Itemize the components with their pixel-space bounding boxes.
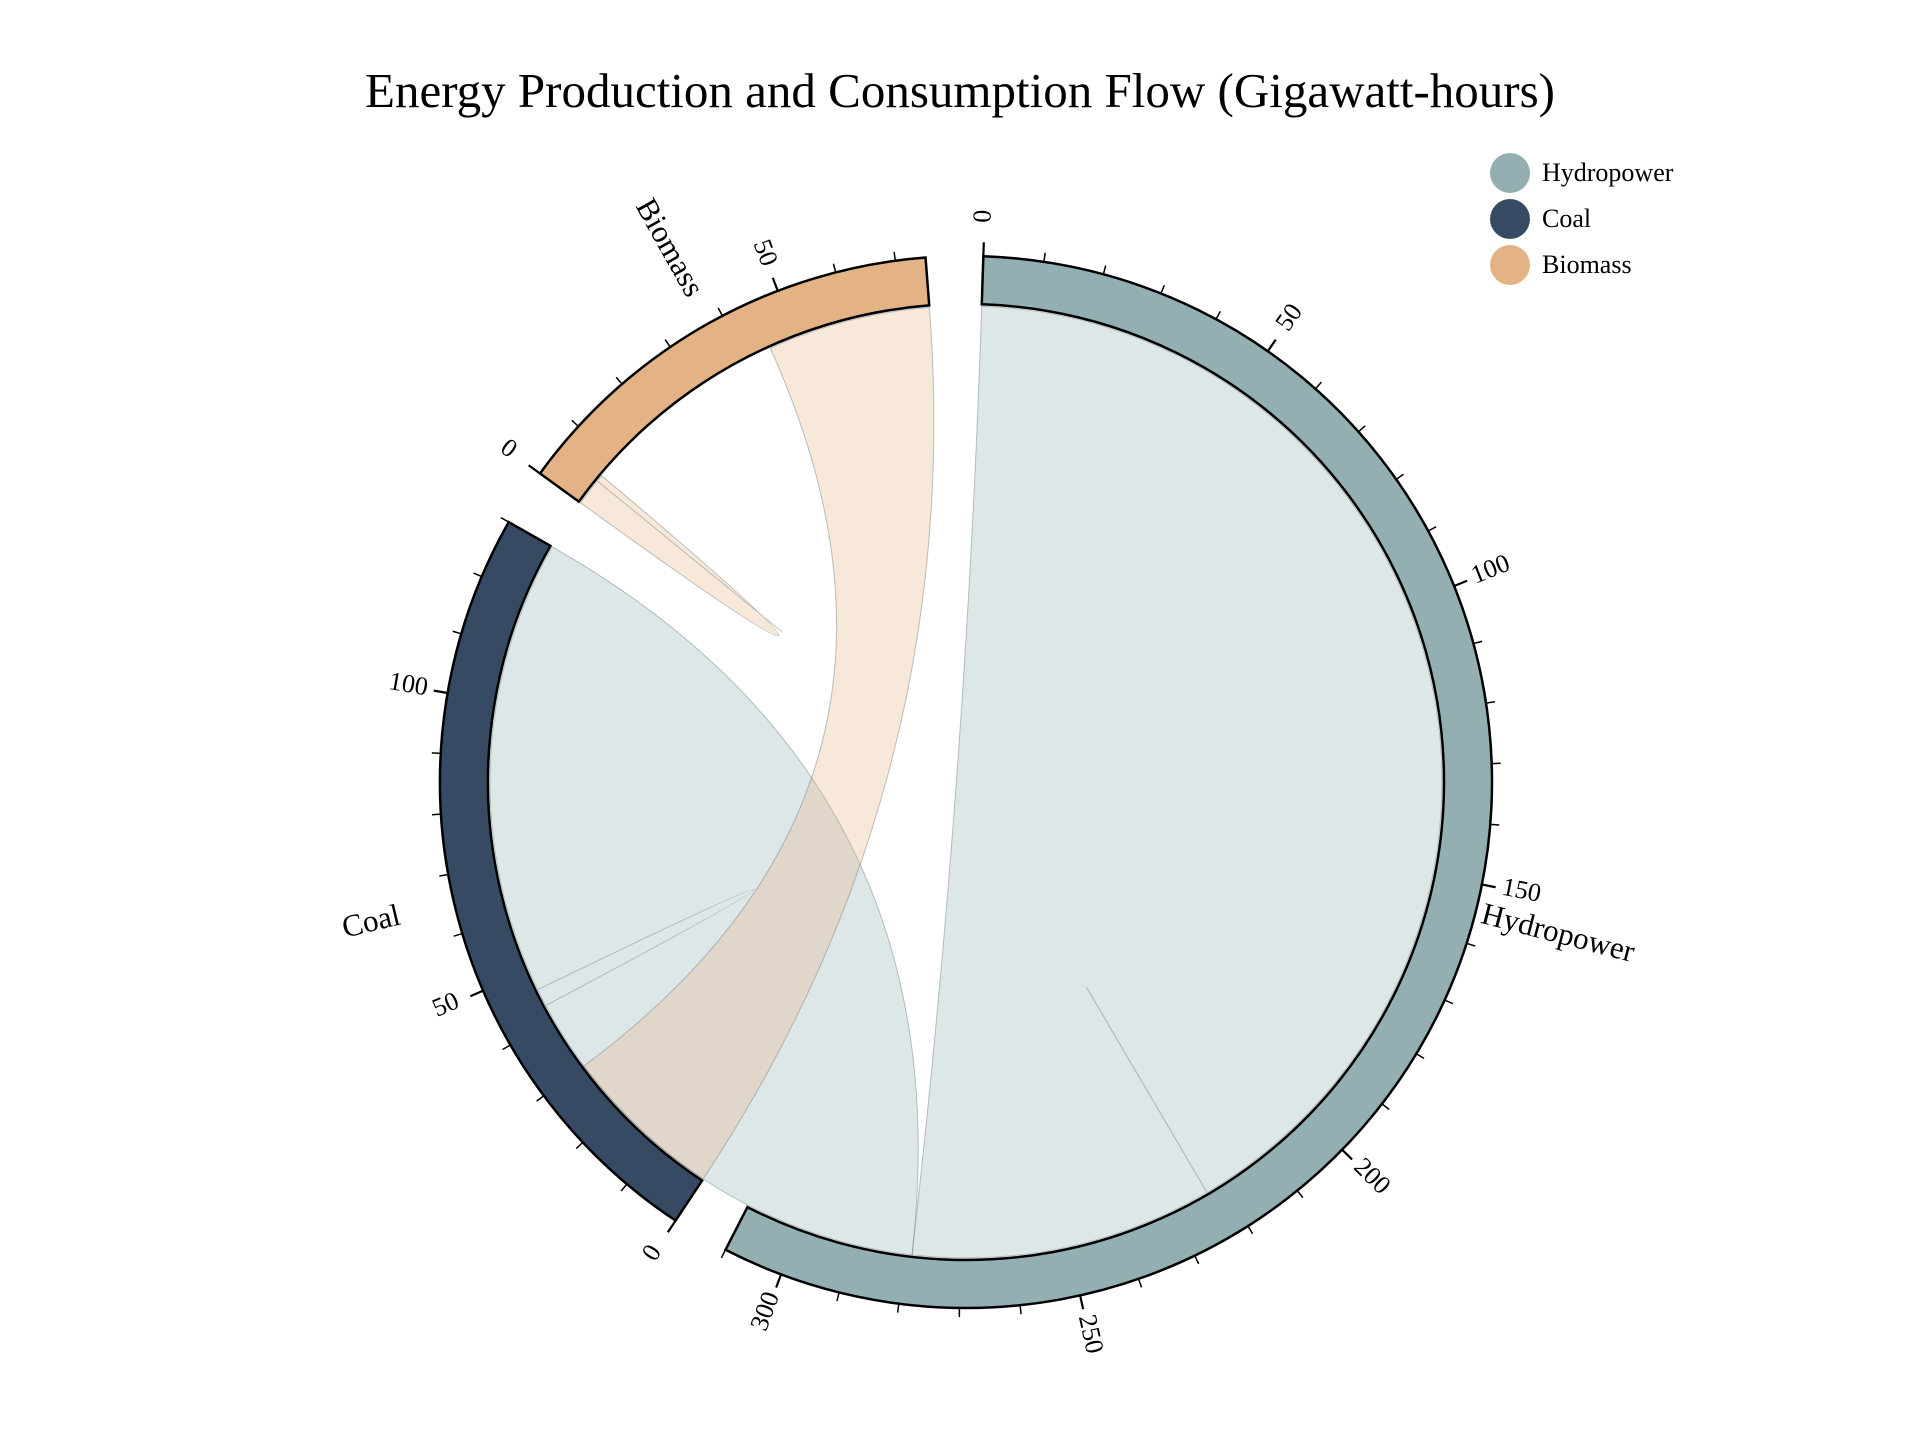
tick-label-hydropower: 100 [1467, 548, 1514, 589]
tick-label-hydropower: 50 [1269, 298, 1308, 336]
tick-biomass [664, 339, 671, 348]
tick-label-coal: 0 [636, 1239, 667, 1266]
tick-hydropower [1381, 1103, 1390, 1110]
tick-hydropower [1357, 425, 1366, 433]
tick-coal [469, 989, 484, 998]
tick-coal [431, 813, 442, 816]
tick-label-biomass: 50 [748, 235, 784, 270]
tick-coal [575, 1141, 584, 1150]
tick-biomass [717, 307, 724, 317]
legend: Hydropower Coal Biomass [1490, 150, 1673, 288]
tick-hydropower [720, 1249, 727, 1259]
tick-biomass [571, 419, 579, 427]
tick-coal [433, 689, 448, 695]
legend-label: Biomass [1542, 250, 1632, 279]
tick-hydropower [1079, 1295, 1085, 1310]
node-arc-biomass [538, 256, 931, 504]
tick-label-biomass: 0 [495, 432, 523, 463]
tick-hydropower [1490, 823, 1500, 826]
tick-hydropower [1194, 1255, 1200, 1265]
tick-hydropower [1427, 526, 1437, 532]
node-arc-hydropower [723, 254, 1494, 1310]
tick-coal [453, 932, 463, 937]
ribbon-biomass-to-biomass [579, 474, 783, 637]
tick-label-coal: 50 [428, 986, 463, 1023]
tick-hydropower [896, 1303, 900, 1313]
tick-biomass [771, 277, 779, 292]
chart-title: Energy Production and Consumption Flow (… [365, 63, 1555, 118]
tick-coal [536, 1095, 545, 1102]
legend-swatch-biomass [1490, 245, 1530, 285]
tick-hydropower [1247, 1225, 1254, 1235]
legend-item-hydropower[interactable]: Hydropower [1490, 150, 1673, 196]
ribbon-hydropower-to-coal [489, 546, 919, 1256]
tick-biomass [893, 251, 897, 261]
node-label-hydropower: Hydropower [1478, 896, 1639, 969]
tick-hydropower [1466, 942, 1476, 947]
tick-hydropower [1296, 1190, 1304, 1199]
tick-coal [452, 630, 462, 635]
tick-biomass [528, 464, 541, 475]
tick-hydropower [1019, 1305, 1022, 1315]
tick-coal [502, 1044, 511, 1051]
tick-hydropower [1473, 640, 1483, 645]
tick-label-hydropower: 300 [744, 1288, 785, 1335]
tick-hydropower [1415, 1053, 1425, 1060]
ribbon-coal-to-biomass [583, 306, 935, 1180]
tick-hydropower [1160, 284, 1166, 294]
node-label-coal: Coal [338, 897, 403, 945]
legend-item-coal[interactable]: Coal [1490, 196, 1673, 242]
tick-label-hydropower: 250 [1073, 1312, 1110, 1356]
tick-hydropower [1481, 883, 1496, 889]
tick-label-coal: 100 [387, 666, 430, 701]
tick-hydropower [836, 1292, 840, 1302]
tick-hydropower [1453, 579, 1468, 588]
legend-label: Coal [1542, 204, 1592, 233]
tick-biomass [615, 376, 623, 385]
tick-hydropower [1485, 700, 1496, 704]
ribbon-hydropower-to-hydropower [911, 305, 1443, 1259]
tick-biomass [832, 263, 837, 273]
tick-coal [500, 516, 510, 523]
tick-hydropower [1043, 252, 1046, 262]
tick-coal [620, 1183, 628, 1192]
tick-hydropower [1395, 473, 1405, 480]
legend-swatch-hydropower [1490, 153, 1530, 193]
tick-hydropower [1444, 999, 1454, 1005]
legend-swatch-coal [1490, 199, 1530, 239]
legend-item-biomass[interactable]: Biomass [1490, 242, 1673, 288]
tick-coal [439, 873, 449, 877]
node-label-biomass: Biomass [629, 192, 712, 302]
tick-hydropower [1137, 1278, 1143, 1288]
tick-coal [473, 572, 483, 578]
tick-hydropower [1314, 381, 1322, 390]
tick-coal [666, 1219, 677, 1233]
legend-label: Hydropower [1542, 158, 1674, 187]
tick-label-hydropower: 0 [967, 209, 996, 223]
tick-hydropower [1102, 265, 1107, 275]
tick-hydropower [1215, 310, 1221, 320]
tick-label-hydropower: 200 [1348, 1152, 1396, 1200]
tick-hydropower [1266, 339, 1277, 352]
tick-hydropower [1341, 1148, 1353, 1161]
tick-hydropower [775, 1274, 783, 1288]
